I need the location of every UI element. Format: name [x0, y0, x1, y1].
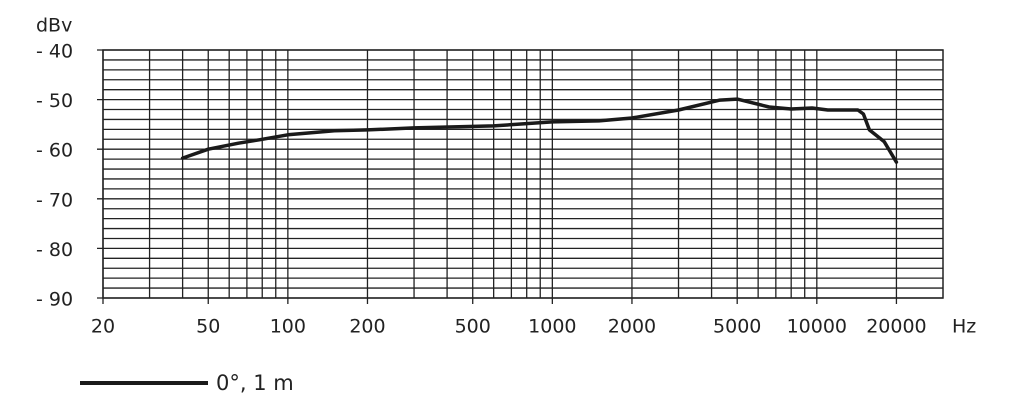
x-tick-label: 200	[349, 316, 385, 338]
x-tick-label: 5000	[713, 316, 761, 338]
x-tick-label: 20	[91, 316, 115, 338]
x-axis-label: Hz	[952, 316, 976, 338]
y-tick-label: - 40	[36, 41, 73, 63]
x-tick-label: 20000	[866, 316, 926, 338]
y-tick-label: - 80	[36, 239, 73, 261]
y-axis-label: dBv	[36, 15, 72, 37]
y-tick-label: - 50	[36, 90, 73, 112]
x-tick-label: 10000	[787, 316, 847, 338]
y-tick-label: - 70	[36, 189, 73, 211]
x-tick-label: 2000	[608, 316, 656, 338]
response-curve	[180, 97, 899, 164]
y-tick-label: - 60	[36, 140, 73, 162]
x-tick-label: 100	[270, 316, 306, 338]
x-tick-label: 50	[196, 316, 220, 338]
legend-label: 0°, 1 m	[216, 371, 294, 395]
y-tick-label: - 90	[36, 289, 73, 311]
x-tick-label: 500	[455, 316, 491, 338]
x-tick-label: 1000	[528, 316, 576, 338]
